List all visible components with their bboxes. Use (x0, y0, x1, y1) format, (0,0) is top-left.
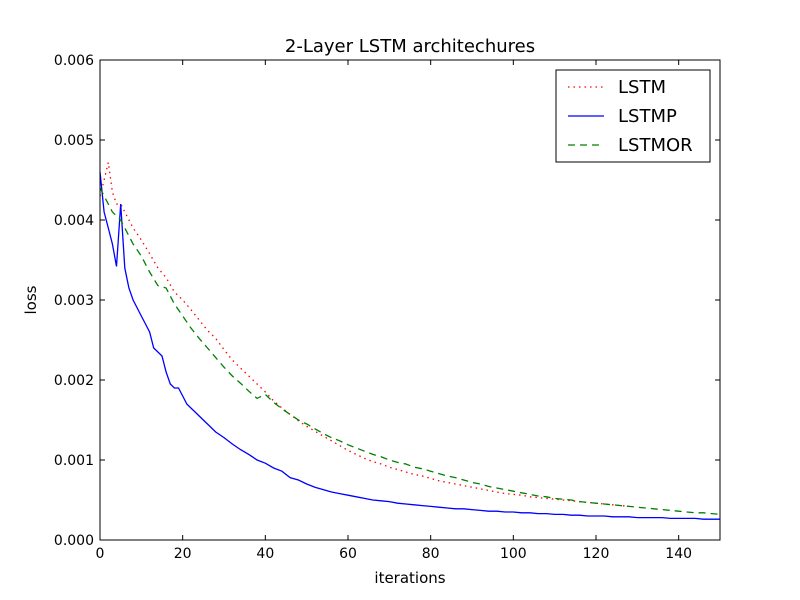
plot-area: 0 20 40 60 80 100 120 140 0.000 0.001 0.002 0.003 0.… (54, 53, 721, 562)
x-tick-label: 80 (422, 546, 440, 562)
y-axis-label: loss (22, 285, 40, 314)
series-line-lstmp (99, 171, 720, 520)
y-tick-label: 0.003 (54, 293, 94, 309)
chart-title: 2-Layer LSTM architechures (285, 36, 535, 57)
x-tick-label: 100 (500, 546, 527, 562)
series-line-lstm (99, 162, 630, 508)
x-tick-label: 60 (339, 546, 357, 562)
legend-label-lstmor: LSTMOR (618, 135, 693, 156)
x-tick-label: 40 (256, 546, 274, 562)
y-tick-label: 0.006 (54, 53, 94, 69)
legend-label-lstmp: LSTMP (618, 106, 677, 127)
y-tick-label: 0.001 (54, 453, 94, 469)
ticks-layer: 0 20 40 60 80 100 120 140 0.000 0.001 0.002 0.003 0.… (54, 53, 720, 562)
y-tick-label: 0.005 (54, 133, 94, 149)
legend: LSTM LSTMP LSTMOR (555, 69, 711, 163)
series-layer (99, 162, 721, 520)
legend-label-lstm: LSTM (618, 77, 666, 98)
x-axis-label: iterations (374, 569, 445, 587)
series-line-lstmor (99, 187, 721, 516)
y-tick-label: 0.004 (54, 213, 94, 229)
y-tick-label: 0.000 (54, 533, 94, 549)
x-tick-label: 120 (583, 546, 610, 562)
x-tick-label: 20 (174, 546, 192, 562)
y-tick-label: 0.002 (54, 373, 94, 389)
x-tick-label: 0 (96, 546, 105, 562)
x-tick-label: 140 (665, 546, 692, 562)
